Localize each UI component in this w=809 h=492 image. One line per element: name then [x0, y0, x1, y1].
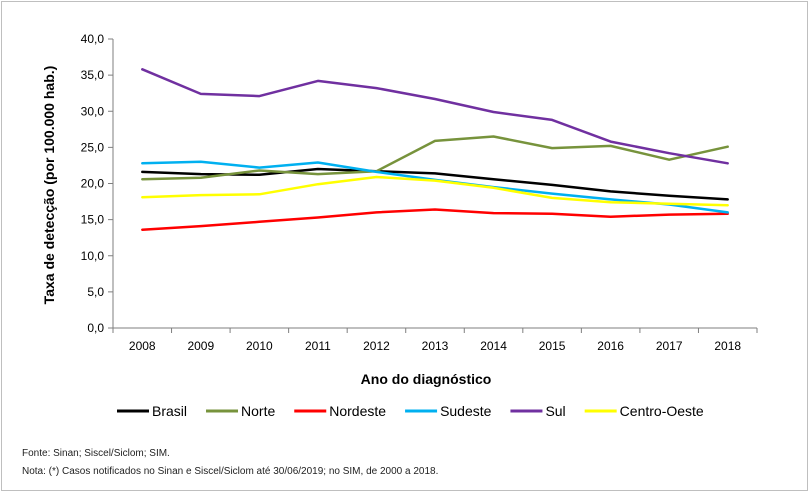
y-tick-label: 0,0: [87, 321, 104, 335]
y-tick-label: 15,0: [81, 213, 105, 227]
x-tick-label: 2009: [187, 339, 214, 353]
legend-label-norte: Norte: [241, 403, 275, 419]
x-tick-label: 2017: [656, 339, 683, 353]
y-tick-label: 25,0: [81, 140, 105, 154]
legend: Brasil Norte Nordeste Sudeste Sul Centro-Oest…: [117, 403, 704, 419]
legend-label-centro-oeste: Centro-Oeste: [620, 403, 704, 419]
x-axis: 2008 2009 2010 2011 2012 2013 2014 2015 2016 2017…: [112, 327, 758, 353]
y-axis: 0,0 5,0 10,0 15,0 20,0 25,0 30,0 35,0 40,0: [81, 32, 114, 335]
series-line-sudeste: [141, 160, 729, 214]
y-tick-label: 20,0: [81, 177, 105, 191]
y-axis-title: Taxa de detecção (por 100.000 hab.): [41, 66, 57, 305]
x-tick-label: 2010: [246, 339, 273, 353]
series-line-norte: [141, 135, 729, 181]
x-tick-label: 2016: [597, 339, 624, 353]
series-line-nordeste: [141, 208, 729, 231]
legend-label-nordeste: Nordeste: [329, 403, 386, 419]
x-axis-title: Ano do diagnóstico: [361, 371, 492, 387]
source-note: Fonte: Sinan; Siscel/Siclom; SIM.: [22, 448, 170, 459]
x-tick-label: 2015: [539, 339, 566, 353]
y-tick-label: 35,0: [81, 68, 105, 82]
legend-label-brasil: Brasil: [152, 403, 187, 419]
x-tick-label: 2018: [714, 339, 741, 353]
legend-label-sudeste: Sudeste: [440, 403, 492, 419]
x-tick-label: 2008: [129, 339, 156, 353]
y-tick-label: 10,0: [81, 249, 105, 263]
footnote: Nota: (*) Casos notificados no Sinan e S…: [22, 466, 439, 477]
x-tick-label: 2013: [422, 339, 449, 353]
series-line-centro-oeste: [141, 175, 729, 207]
y-tick-label: 5,0: [87, 285, 104, 299]
legend-label-sul: Sul: [545, 403, 565, 419]
x-tick-label: 2011: [305, 339, 331, 353]
y-tick-label: 30,0: [81, 104, 105, 118]
x-tick-label: 2012: [363, 339, 390, 353]
y-tick-label: 40,0: [81, 32, 105, 46]
series-layer: [141, 68, 729, 231]
series-line-brasil: [141, 167, 729, 201]
x-tick-label: 2014: [480, 339, 507, 353]
series-line-sul: [141, 68, 729, 165]
